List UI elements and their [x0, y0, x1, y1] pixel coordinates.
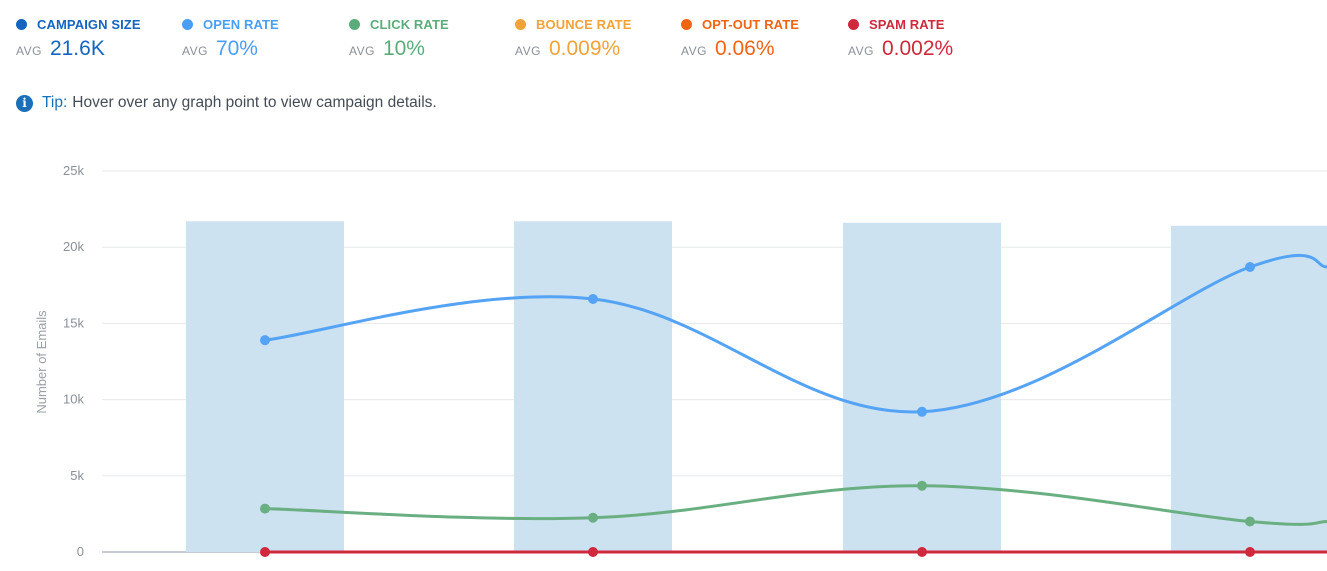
metric-label: OPT-OUT RATE — [702, 16, 800, 32]
y-tick-label: 15k — [63, 315, 84, 330]
avg-tag: AVG — [349, 44, 375, 58]
click-rate-line — [263, 484, 1327, 526]
click-rate-point[interactable] — [1245, 516, 1255, 527]
metric-bounce-rate[interactable]: BOUNCE RATE AVG 0.009% — [515, 14, 631, 74]
y-tick-label: 20k — [63, 239, 84, 254]
y-tick-label: 25k — [63, 163, 84, 178]
metric-avg-value: 0.06% — [714, 37, 775, 60]
tip-banner: i Tip: Hover over any graph point to vie… — [16, 94, 437, 112]
spam-rate-point[interactable] — [917, 547, 927, 557]
metric-spam-rate[interactable]: SPAM RATE AVG 0.002% — [848, 14, 953, 74]
metric-label: CAMPAIGN SIZE — [37, 16, 141, 32]
open-rate-point[interactable] — [917, 406, 927, 417]
campaign-chart: 0 5k 10k 15k 20k 25k Number of Emails — [34, 163, 1327, 559]
campaign-size-bar — [843, 222, 1001, 552]
y-tick-label: 10k — [63, 392, 84, 407]
open-rate-line — [263, 253, 1327, 414]
click-rate-dot-icon — [349, 18, 360, 30]
bounce-rate-dot-icon — [515, 18, 526, 30]
metric-avg-value: 0.002% — [881, 37, 954, 60]
metric-label: OPEN RATE — [203, 16, 279, 32]
click-rate-point[interactable] — [917, 480, 927, 491]
campaign-size-bar — [514, 221, 672, 552]
spam-rate-point[interactable] — [588, 547, 598, 557]
metric-label: SPAM RATE — [869, 16, 945, 32]
avg-tag: AVG — [848, 44, 874, 58]
y-tick-label: 5k — [70, 468, 84, 483]
metric-label: BOUNCE RATE — [536, 16, 632, 32]
campaign-size-bar — [186, 221, 344, 552]
campaign-size-bar — [1171, 225, 1327, 552]
click-rate-point[interactable] — [260, 503, 270, 514]
avg-tag: AVG — [182, 44, 208, 58]
open-rate-point[interactable] — [260, 335, 270, 346]
metric-avg-value: 10% — [382, 37, 425, 60]
spam-rate-point[interactable] — [1245, 547, 1255, 557]
metric-avg-value: 70% — [215, 37, 258, 60]
metric-click-rate[interactable]: CLICK RATE AVG 10% — [349, 14, 449, 74]
open-rate-point[interactable] — [1245, 262, 1255, 273]
metrics-summary: CAMPAIGN SIZE AVG 21.6K OPEN RATE AVG 70… — [16, 14, 1116, 74]
avg-tag: AVG — [16, 44, 42, 58]
metric-open-rate[interactable]: OPEN RATE AVG 70% — [182, 14, 279, 74]
opt-out-rate-dot-icon — [681, 18, 692, 30]
campaign-size-dot-icon — [16, 18, 27, 30]
y-axis-title: Number of Emails — [34, 310, 49, 414]
spam-rate-point[interactable] — [260, 547, 270, 557]
open-rate-dot-icon — [182, 18, 193, 30]
metric-avg-value: 21.6K — [49, 37, 105, 60]
metric-avg-value: 0.009% — [548, 37, 621, 60]
avg-tag: AVG — [681, 44, 707, 58]
tip-prefix: Tip: — [42, 94, 68, 111]
tip-text: Hover over any graph point to view campa… — [72, 94, 437, 111]
info-icon: i — [16, 94, 33, 112]
open-rate-point[interactable] — [588, 294, 598, 305]
metric-campaign-size[interactable]: CAMPAIGN SIZE AVG 21.6K — [16, 14, 141, 74]
metric-label: CLICK RATE — [370, 16, 449, 32]
metric-opt-out-rate[interactable]: OPT-OUT RATE AVG 0.06% — [681, 14, 799, 74]
click-rate-point[interactable] — [588, 512, 598, 523]
y-tick-label: 0 — [77, 544, 84, 559]
spam-rate-dot-icon — [848, 18, 859, 30]
avg-tag: AVG — [515, 44, 541, 58]
